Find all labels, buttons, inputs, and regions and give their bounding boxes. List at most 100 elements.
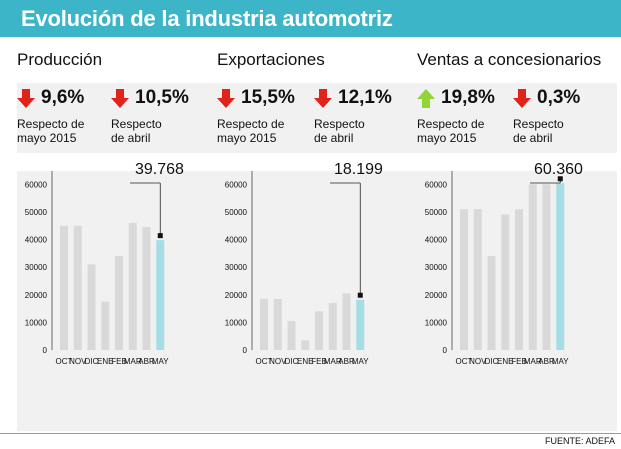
bar <box>342 293 351 350</box>
bar <box>315 311 323 350</box>
bar <box>73 225 82 350</box>
y-tick-label: 40000 <box>25 236 48 245</box>
y-tick-label: 20000 <box>425 291 448 300</box>
bar <box>101 301 110 350</box>
x-tick-label: FEB <box>511 357 527 366</box>
bar-chart-produccion: 0100002000030000400005000060000700008000… <box>25 125 170 366</box>
callout-value: 60.360 <box>534 161 583 178</box>
bar <box>260 298 268 350</box>
y-tick-label: 40000 <box>225 236 248 245</box>
bar <box>60 225 68 350</box>
y-tick-label: 30000 <box>25 263 48 272</box>
bar <box>87 264 96 350</box>
chart-band: 18.199 010000200003000040000500006000070… <box>217 125 417 431</box>
bar <box>115 256 123 350</box>
bar <box>273 298 282 350</box>
x-tick-label: DIC <box>285 357 299 366</box>
bar <box>515 209 523 350</box>
y-tick-label: 30000 <box>425 263 448 272</box>
x-tick-label: ENE <box>497 357 513 366</box>
bar <box>301 340 310 350</box>
x-tick-label: OCT <box>56 357 73 366</box>
x-tick-label: MAY <box>152 357 169 366</box>
y-tick-label: 60000 <box>225 180 248 189</box>
bar <box>287 320 296 350</box>
panel-ventas: Ventas a concesionarios 19,8% Respecto d… <box>417 37 617 432</box>
y-tick-label: 50000 <box>425 208 448 217</box>
panel-produccion: Producción 9,6% Respecto de mayo 2015 10,… <box>17 37 217 432</box>
y-tick-label: 20000 <box>225 291 248 300</box>
bar-chart-exportaciones: 0100002000030000400005000060000700008000… <box>225 125 370 366</box>
stat-value: 9,6% <box>41 87 85 108</box>
y-tick-label: 30000 <box>225 263 248 272</box>
stats-band: 19,8% Respecto de mayo 2015 0,3% Respecto… <box>417 83 617 153</box>
stat-caption: Respecto de mayo 2015 <box>17 117 85 145</box>
x-tick-label: FEB <box>311 357 327 366</box>
bar <box>356 299 365 350</box>
down-arrow-icon <box>217 89 235 108</box>
x-tick-label: MAY <box>352 357 369 366</box>
x-tick-label: DIC <box>485 357 499 366</box>
bar <box>473 209 482 350</box>
bar <box>156 240 165 350</box>
bar <box>556 183 565 350</box>
y-tick-label: 60000 <box>425 180 448 189</box>
stat-caption: Respecto de abril <box>314 117 365 145</box>
page-title: Evolución de la industria automotriz <box>21 6 393 31</box>
y-tick-label: 0 <box>43 346 48 355</box>
bar <box>528 184 537 350</box>
stat-caption: Respecto de abril <box>111 117 162 145</box>
callout-marker <box>157 233 163 239</box>
y-tick-label: 10000 <box>225 318 248 327</box>
callout-value: 18.199 <box>334 161 383 178</box>
y-tick-label: 10000 <box>425 318 448 327</box>
stat-caption: Respecto de mayo 2015 <box>217 117 285 145</box>
x-tick-label: ENE <box>297 357 313 366</box>
chart-band: 60.360 010000200003000040000500006000070… <box>417 125 617 431</box>
bar <box>487 256 496 350</box>
x-tick-label: ABR <box>338 357 355 366</box>
y-tick-label: 60000 <box>25 180 48 189</box>
stat-value: 15,5% <box>241 87 295 108</box>
chart-band: 39.768 010000200003000040000500006000070… <box>17 125 217 431</box>
bar <box>328 303 337 350</box>
x-tick-label: ENE <box>97 357 113 366</box>
down-arrow-icon <box>17 89 35 108</box>
down-arrow-icon <box>513 89 531 108</box>
stat-caption: Respecto de abril <box>513 117 564 145</box>
bottom-rule <box>0 433 621 434</box>
down-arrow-icon <box>111 89 129 108</box>
panel-exportaciones: Exportaciones 15,5% Respecto de mayo 2015… <box>217 37 417 432</box>
bar-chart-ventas: 0100002000030000400005000060000700008000… <box>425 125 570 366</box>
up-arrow-icon <box>417 89 435 108</box>
bar <box>460 209 468 350</box>
stat-value: 0,3% <box>537 87 581 108</box>
stats-band: 9,6% Respecto de mayo 2015 10,5% Respecto… <box>17 83 217 153</box>
x-tick-label: DIC <box>85 357 99 366</box>
title-bar: Evolución de la industria automotriz <box>0 0 621 37</box>
source-credit: FUENTE: ADEFA <box>544 436 615 446</box>
stat-caption: Respecto de mayo 2015 <box>417 117 485 145</box>
x-tick-label: FEB <box>111 357 127 366</box>
y-tick-label: 0 <box>443 346 448 355</box>
panel-title: Ventas a concesionarios <box>417 50 602 69</box>
y-tick-label: 0 <box>243 346 248 355</box>
callout-marker <box>557 176 563 182</box>
bar <box>142 227 151 350</box>
callout-value: 39.768 <box>135 161 184 178</box>
callout-marker <box>357 292 363 298</box>
down-arrow-icon <box>314 89 332 108</box>
stats-band: 15,5% Respecto de mayo 2015 12,1% Respect… <box>217 83 417 153</box>
x-tick-label: OCT <box>456 357 473 366</box>
x-tick-label: MAR <box>324 357 342 366</box>
y-tick-label: 20000 <box>25 291 48 300</box>
x-tick-label: OCT <box>256 357 273 366</box>
bar <box>128 222 137 350</box>
x-tick-label: ABR <box>538 357 555 366</box>
y-tick-label: 50000 <box>225 208 248 217</box>
x-tick-label: ABR <box>138 357 155 366</box>
panel-title: Exportaciones <box>217 50 325 69</box>
stat-value: 12,1% <box>338 87 392 108</box>
bar <box>542 184 551 350</box>
x-tick-label: NOV <box>469 357 487 366</box>
